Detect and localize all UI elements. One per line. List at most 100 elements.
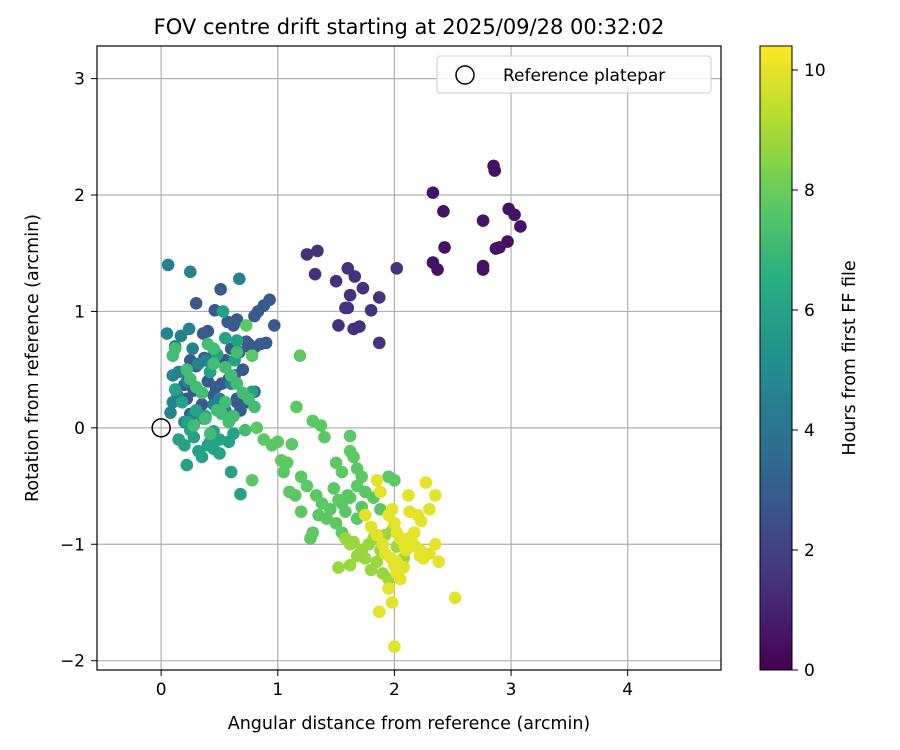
colorbar-tick-label: 4: [804, 421, 815, 441]
scatter-point: [285, 437, 299, 451]
colorbar-tick-label: 0: [804, 661, 815, 681]
scatter-point: [239, 319, 253, 332]
colorbar-ticks: 0 2 4 6 8 10: [792, 61, 826, 681]
scatter-point: [227, 427, 240, 440]
grid-lines: [97, 46, 721, 670]
scatter-point: [288, 489, 302, 502]
scatter-point: [339, 301, 352, 315]
scatter-point: [232, 272, 246, 286]
legend-box: [436, 55, 712, 94]
scatter-point: [428, 537, 442, 551]
scatter-point: [382, 582, 395, 595]
scatter-point: [196, 327, 210, 340]
scatter-point: [213, 447, 226, 460]
scatter-point: [306, 526, 320, 539]
x-tick-label: 1: [272, 680, 283, 700]
scatter-point: [166, 395, 180, 409]
scatter-point: [161, 258, 175, 272]
x-tick-label: 0: [156, 680, 167, 700]
scatter-point: [407, 526, 421, 539]
scatter-point: [372, 336, 386, 350]
scatter-point: [356, 281, 370, 295]
scatter-point: [311, 244, 324, 258]
scatter-point: [388, 640, 401, 654]
scatter-point: [364, 563, 378, 577]
scatter-point: [218, 331, 232, 345]
scatter-point: [290, 400, 303, 414]
scatter-point: [187, 430, 201, 444]
scatter-point: [390, 262, 404, 275]
y-tick-label: −1: [60, 535, 85, 555]
scatter-point: [180, 458, 194, 472]
scatter-point: [343, 558, 357, 572]
scatter-point: [250, 421, 264, 435]
scatter-point: [438, 241, 451, 254]
scatter-point: [230, 345, 244, 359]
scatter-point: [174, 329, 188, 343]
colorbar-tick-label: 2: [804, 541, 815, 561]
scatter-point: [271, 435, 285, 449]
scatter-point: [437, 205, 450, 218]
scatter-point: [358, 551, 372, 565]
legend-marker-reference: [455, 65, 475, 85]
scatter-point: [294, 505, 308, 518]
scatter-point: [339, 505, 352, 518]
scatter-point: [476, 263, 490, 276]
legend: Reference platepar: [436, 55, 712, 94]
y-axis-ticks: −2 −1 0 1 2 3: [60, 70, 97, 672]
scatter-point: [501, 235, 514, 248]
scatter-point: [488, 164, 502, 177]
scatter-point: [218, 395, 232, 409]
y-axis-label: Rotation from reference (arcmin): [23, 214, 43, 502]
scatter-point: [314, 419, 328, 432]
scatter-point: [426, 186, 440, 199]
colorbar-tick-label: 8: [804, 181, 815, 201]
scatter-point: [370, 528, 384, 542]
scatter-point: [402, 489, 415, 502]
y-tick-label: 2: [74, 186, 85, 206]
scatter-point: [248, 400, 261, 414]
scatter-point: [448, 591, 462, 605]
y-tick-label: 3: [74, 70, 85, 90]
scatter-point: [348, 270, 362, 283]
scatter-point: [195, 386, 209, 400]
scatter-point: [300, 248, 314, 261]
scatter-point: [277, 465, 290, 479]
colorbar: [759, 45, 793, 671]
scatter-point: [160, 327, 174, 340]
scatter-point: [238, 423, 252, 437]
y-tick-label: −2: [60, 652, 85, 672]
scatter-point: [397, 561, 411, 574]
scatter-point: [195, 450, 209, 464]
scatter-point: [300, 479, 314, 493]
scatter-point: [168, 342, 182, 355]
scatter-point: [372, 605, 386, 619]
plot-frame: [96, 45, 722, 671]
scatter-point: [199, 412, 212, 425]
x-axis-ticks: 0 1 2 3 4: [156, 670, 633, 700]
scatter-point: [184, 265, 197, 279]
scatter-point: [230, 377, 244, 390]
scatter-point: [164, 406, 177, 420]
scatter-point: [189, 404, 203, 417]
scatter-point: [432, 555, 446, 569]
scatter-point: [329, 456, 343, 470]
scatter-point: [393, 572, 407, 586]
scatter-point: [215, 407, 229, 421]
scatter-point: [308, 267, 322, 281]
scatter-point: [364, 303, 378, 317]
data-points: [160, 159, 527, 654]
scatter-point: [329, 274, 343, 288]
scatter-point: [343, 429, 357, 443]
scatter-point: [508, 208, 521, 222]
scatter-point: [248, 309, 261, 323]
scatter-point: [476, 214, 490, 227]
scatter-point: [189, 296, 203, 310]
scatter-point: [186, 342, 199, 355]
scatter-point: [341, 262, 355, 275]
scatter-point: [320, 512, 334, 525]
scatter-point: [514, 220, 527, 233]
scatter-point: [385, 596, 399, 609]
scatter-point: [411, 508, 425, 522]
